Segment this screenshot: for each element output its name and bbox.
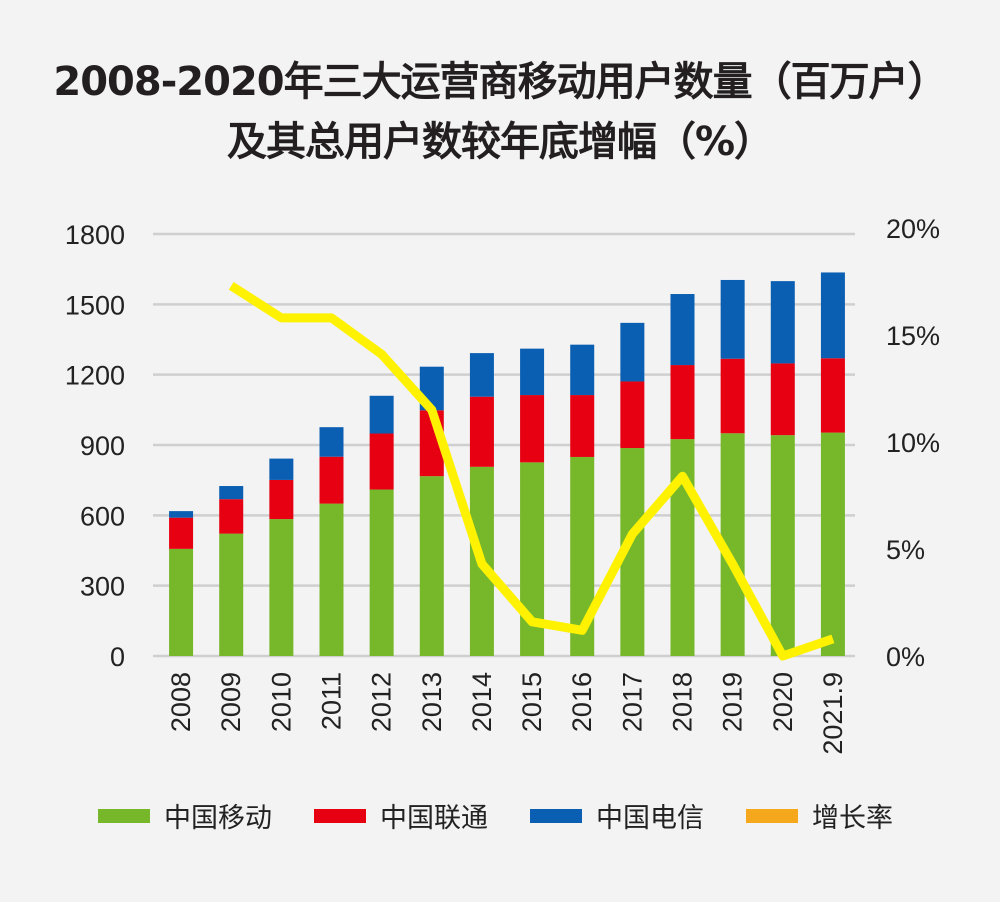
legend-item-china-telecom[interactable]: 中国电信 — [530, 796, 704, 835]
right-tick-label: 5% — [886, 535, 925, 565]
bar-china-unicom — [219, 499, 244, 534]
legend-swatch — [746, 808, 798, 823]
bar-china-mobile — [369, 489, 394, 656]
bar-china-unicom — [520, 395, 545, 463]
bar-china-unicom — [720, 358, 745, 434]
chart-title-line-2: 及其总用户数较年底增幅（%） — [226, 119, 774, 165]
bar-china-mobile — [820, 432, 845, 656]
legend-item-china-unicom[interactable]: 中国联通 — [314, 796, 488, 835]
legend-label: 中国电信 — [596, 803, 704, 834]
legend-swatch — [314, 808, 366, 823]
x-tick-label: 2021.9 — [818, 672, 848, 755]
x-tick-label: 2011 — [317, 672, 347, 730]
bar-china-telecom — [169, 511, 194, 518]
bar-china-mobile — [319, 503, 344, 656]
x-tick-label: 2019 — [718, 672, 748, 732]
bar-china-unicom — [169, 517, 194, 549]
legend: 中国移动 中国联通 中国电信 增长率 — [98, 796, 935, 835]
legend-item-china-mobile[interactable]: 中国移动 — [98, 796, 272, 835]
right-tick-label: 20% — [886, 214, 940, 244]
x-tick-label: 2008 — [166, 672, 196, 732]
chart-title-line-1: 2008-2020年三大运营商移动用户数量（百万户） — [53, 59, 947, 105]
left-tick-label: 1200 — [65, 361, 125, 391]
bar-china-telecom — [369, 395, 394, 434]
bar-china-telecom — [720, 279, 745, 359]
x-tick-label: 2017 — [617, 672, 647, 732]
right-tick-label: 10% — [886, 428, 940, 458]
growth-line — [228, 281, 835, 661]
x-tick-label: 2010 — [266, 672, 296, 732]
bar-china-mobile — [770, 435, 795, 656]
bar-china-mobile — [219, 533, 244, 656]
x-tick-label: 2013 — [417, 672, 447, 732]
bar-china-unicom — [369, 433, 394, 490]
bar-china-mobile — [670, 439, 695, 656]
bar-china-unicom — [620, 381, 645, 449]
bar-china-unicom — [269, 479, 294, 520]
x-tick-label: 2012 — [367, 672, 397, 732]
bar-china-mobile — [419, 476, 444, 656]
right-axis-ticks: 0% 5% 10% 15% 20% — [886, 214, 940, 672]
x-tick-label: 2020 — [768, 672, 798, 732]
right-tick-label: 0% — [886, 642, 925, 672]
bar-china-unicom — [670, 365, 695, 440]
left-tick-label: 1500 — [65, 290, 125, 320]
x-tick-label: 2018 — [668, 672, 698, 732]
legend-label: 中国联通 — [380, 803, 488, 834]
left-tick-label: 300 — [80, 572, 125, 602]
bar-china-unicom — [820, 358, 845, 433]
bar-china-telecom — [469, 353, 494, 397]
left-tick-label: 1800 — [65, 220, 125, 250]
bar-china-telecom — [319, 427, 344, 457]
legend-item-growth-rate[interactable]: 增长率 — [746, 796, 893, 835]
bar-china-unicom — [469, 396, 494, 467]
bar-china-telecom — [820, 272, 845, 359]
bar-china-telecom — [219, 486, 244, 500]
bar-china-telecom — [520, 348, 545, 396]
bar-china-unicom — [770, 363, 795, 436]
right-tick-label: 15% — [886, 321, 940, 351]
legend-label: 增长率 — [812, 803, 893, 834]
x-tick-label: 2016 — [567, 672, 597, 732]
left-tick-label: 600 — [80, 501, 125, 531]
legend-swatch — [98, 808, 150, 823]
bar-china-mobile — [169, 548, 194, 656]
left-tick-label: 900 — [80, 431, 125, 461]
legend-swatch — [530, 808, 582, 823]
x-tick-label: 2009 — [216, 672, 246, 732]
bar-china-telecom — [570, 344, 595, 396]
bar-china-unicom — [319, 456, 344, 504]
x-tick-label: 2014 — [467, 672, 497, 732]
left-axis-ticks: 0 300 600 900 1200 1500 1800 — [65, 220, 125, 672]
bar-china-telecom — [620, 322, 645, 382]
legend-label: 中国移动 — [164, 803, 272, 834]
bars — [169, 272, 845, 656]
bar-china-telecom — [269, 458, 294, 480]
bar-china-telecom — [670, 294, 695, 366]
x-tick-label: 2015 — [517, 672, 547, 732]
bar-china-mobile — [269, 519, 294, 656]
x-axis-labels: 2008 2009 2010 2011 2012 2013 2014 2015 2016 2017… — [166, 672, 848, 755]
bar-china-unicom — [570, 395, 595, 457]
growth-rate-line — [228, 281, 835, 661]
left-tick-label: 0 — [110, 642, 125, 672]
bar-china-telecom — [770, 281, 795, 364]
